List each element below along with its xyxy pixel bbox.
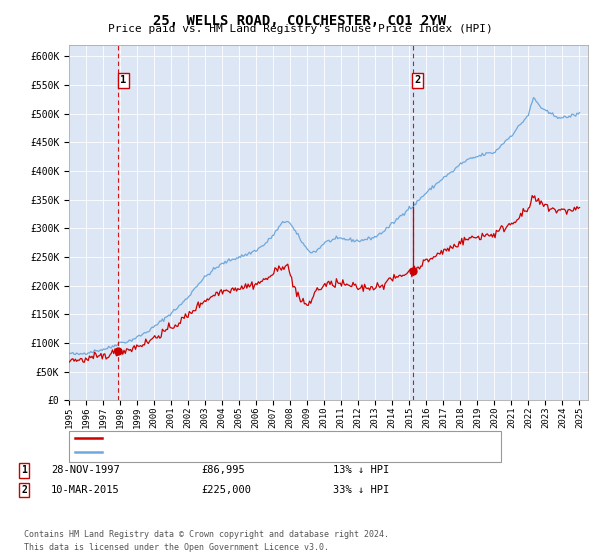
Text: 10-MAR-2015: 10-MAR-2015 [51, 485, 120, 495]
Text: 28-NOV-1997: 28-NOV-1997 [51, 465, 120, 475]
Text: Price paid vs. HM Land Registry's House Price Index (HPI): Price paid vs. HM Land Registry's House … [107, 24, 493, 34]
Text: 2: 2 [415, 76, 421, 85]
Text: 25, WELLS ROAD, COLCHESTER, CO1 2YW (detached house): 25, WELLS ROAD, COLCHESTER, CO1 2YW (det… [107, 433, 412, 443]
Text: 2: 2 [21, 485, 27, 495]
Text: 25, WELLS ROAD, COLCHESTER, CO1 2YW: 25, WELLS ROAD, COLCHESTER, CO1 2YW [154, 14, 446, 28]
Text: 33% ↓ HPI: 33% ↓ HPI [333, 485, 389, 495]
Text: HPI: Average price, detached house, Colchester: HPI: Average price, detached house, Colc… [107, 446, 377, 456]
Text: £86,995: £86,995 [201, 465, 245, 475]
Text: 1: 1 [121, 76, 127, 85]
Text: 13% ↓ HPI: 13% ↓ HPI [333, 465, 389, 475]
Text: 1: 1 [21, 465, 27, 475]
Text: Contains HM Land Registry data © Crown copyright and database right 2024.
This d: Contains HM Land Registry data © Crown c… [24, 530, 389, 552]
Text: £225,000: £225,000 [201, 485, 251, 495]
